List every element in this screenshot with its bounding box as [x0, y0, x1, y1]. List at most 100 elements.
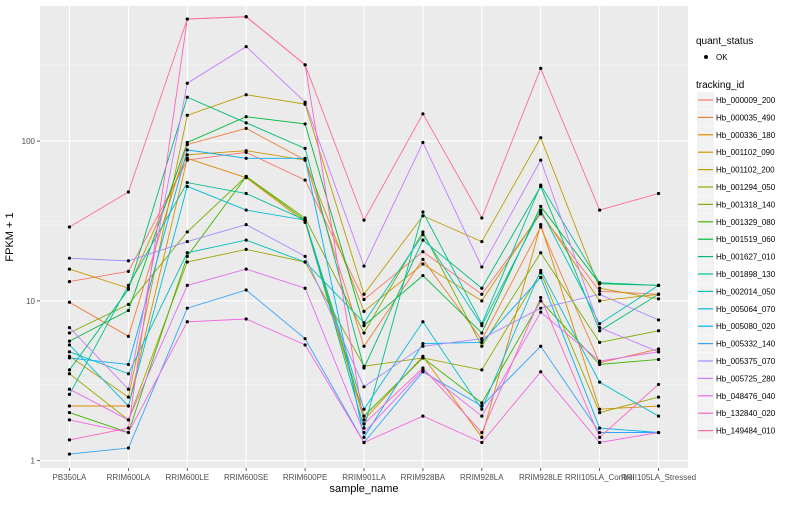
data-point [598, 326, 602, 330]
data-point [598, 440, 602, 445]
data-point [421, 230, 425, 234]
data-point [421, 414, 425, 418]
data-point [421, 257, 425, 261]
data-point [421, 250, 425, 254]
legend-item-label: Hb_005725_280 [716, 374, 776, 383]
data-point [244, 267, 248, 271]
data-point [303, 218, 307, 222]
data-point [598, 289, 602, 293]
data-point [598, 380, 602, 384]
data-point [362, 292, 366, 296]
data-point [126, 372, 130, 376]
data-point [67, 368, 72, 372]
legend-item-label: Hb_001318_140 [716, 200, 776, 209]
data-point [67, 343, 72, 347]
data-point [656, 430, 661, 435]
data-point [480, 337, 484, 341]
data-point [303, 337, 307, 341]
data-point [362, 297, 366, 302]
data-point [656, 297, 661, 301]
data-point [480, 344, 484, 348]
data-point [362, 422, 366, 426]
x-tick-label: RRII105LA_Stressed [621, 473, 696, 482]
data-point [598, 292, 602, 296]
data-point [126, 302, 130, 307]
data-point [362, 264, 366, 268]
data-point [126, 283, 130, 287]
data-point [303, 63, 307, 67]
data-point [244, 174, 248, 179]
data-point [480, 286, 484, 290]
x-tick-label: RRIM928BA [401, 473, 446, 482]
y-axis: 1 10 100 [22, 137, 40, 466]
data-point [244, 149, 248, 153]
x-tick-label: RRIM600LA [107, 473, 151, 482]
data-point [480, 440, 484, 445]
data-point [244, 15, 248, 19]
data-point [480, 407, 484, 411]
data-point [362, 321, 366, 325]
data-point [421, 366, 425, 370]
data-point [598, 299, 602, 303]
x-tick-label: RRIM928LA [460, 473, 504, 482]
data-point [656, 318, 661, 322]
data-point [362, 309, 366, 313]
legend-item-label: Hb_001519_060 [716, 235, 776, 244]
data-point [656, 283, 661, 287]
data-point [480, 299, 484, 303]
data-point [244, 223, 248, 227]
data-point [126, 418, 130, 422]
x-tick-label: RRIM600PE [283, 473, 327, 482]
data-point [539, 208, 543, 212]
data-point [362, 218, 366, 222]
legend-item-label: Hb_000035_490 [716, 113, 776, 122]
data-point [539, 66, 543, 70]
data-point [598, 426, 602, 430]
data-point [421, 342, 425, 346]
data-point [185, 148, 189, 152]
y-tick-label: 100 [22, 137, 36, 146]
data-point [598, 322, 602, 326]
data-point [421, 273, 425, 278]
data-point [185, 283, 189, 287]
data-point [67, 452, 72, 456]
data-point [185, 153, 189, 157]
data-point [126, 387, 130, 391]
data-point [480, 216, 484, 220]
data-point [362, 324, 366, 328]
data-point [421, 112, 425, 116]
data-point [185, 260, 189, 264]
data-point [126, 395, 130, 399]
data-point [480, 430, 484, 435]
legend-item-label: Hb_000336_180 [716, 131, 776, 140]
data-point [480, 414, 484, 418]
data-point [598, 208, 602, 212]
data-point [126, 362, 130, 367]
data-point [539, 268, 543, 273]
data-point [656, 357, 661, 362]
data-point [303, 146, 307, 150]
data-point [480, 340, 484, 344]
legend-label-ok: OK [716, 53, 728, 62]
data-point [185, 239, 189, 244]
data-point [598, 362, 602, 367]
data-point [421, 214, 425, 218]
data-point [480, 368, 484, 372]
data-point [244, 115, 248, 119]
data-point [421, 356, 425, 360]
data-point [539, 344, 543, 348]
data-point [656, 191, 661, 196]
data-point [539, 306, 543, 310]
x-tick-label: RRIM600SE [224, 473, 268, 482]
data-point [539, 251, 543, 255]
data-point [421, 344, 425, 348]
data-point [480, 265, 484, 269]
grid-lines [40, 6, 688, 468]
data-point [244, 288, 248, 292]
data-point [480, 292, 484, 296]
data-point [244, 121, 248, 125]
legend-item-label: Hb_001102_090 [716, 148, 775, 157]
data-point [67, 225, 72, 229]
data-point [539, 310, 543, 314]
data-point [67, 410, 72, 415]
